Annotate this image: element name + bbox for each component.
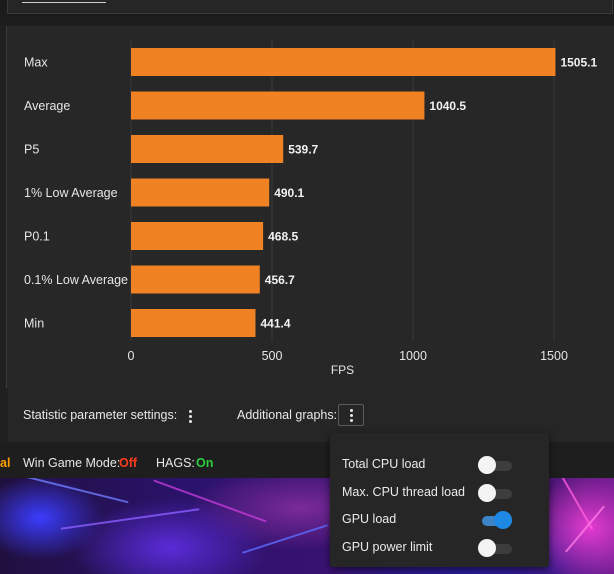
max-cpu-thread-load-toggle[interactable]	[478, 484, 512, 502]
popup-item-label: GPU power limit	[342, 540, 433, 554]
category-label: P0.1	[24, 230, 50, 244]
popup-item-gpu-load[interactable]: GPU load	[342, 507, 542, 531]
bar	[131, 222, 264, 250]
category-label: Max	[24, 56, 48, 70]
value-label: 456.7	[265, 273, 295, 287]
value-label: 468.5	[268, 230, 298, 244]
total-cpu-load-toggle[interactable]	[478, 456, 512, 474]
value-label: 490.1	[274, 186, 304, 200]
popup-item-total-cpu-load[interactable]: Total CPU load	[342, 452, 542, 476]
category-label: Average	[24, 99, 70, 113]
x-tick-label: 0	[128, 349, 135, 363]
popup-item-label: GPU load	[342, 512, 397, 526]
category-label: 1% Low Average	[24, 186, 118, 200]
value-label: 441.4	[260, 317, 290, 331]
bar	[131, 91, 425, 120]
statistic-settings-menu-button[interactable]	[183, 406, 197, 426]
kebab-vertical-icon	[188, 409, 192, 413]
bar	[131, 48, 556, 76]
category-label: Min	[24, 317, 44, 331]
gpu-load-toggle[interactable]	[478, 511, 512, 529]
category-label: 0.1% Low Average	[24, 273, 128, 287]
status-clipped-text: al	[0, 456, 11, 470]
value-label: 1505.1	[560, 56, 597, 70]
x-tick-label: 1500	[540, 349, 568, 363]
top-gap	[0, 16, 614, 26]
additional-graphs-popup: Total CPU load Max. CPU thread load GPU …	[330, 433, 549, 567]
additional-graphs-menu-button[interactable]	[338, 404, 364, 426]
statistic-settings-label: Statistic parameter settings:	[23, 408, 178, 422]
top-tab[interactable]	[7, 0, 613, 14]
gpu-power-limit-toggle[interactable]	[478, 539, 512, 557]
popup-item-label: Total CPU load	[342, 457, 426, 471]
chart-panel: 0 500 1000 1500 Max 1505.1 Average 1040.5 P5 539.…	[6, 26, 614, 388]
popup-item-max-cpu-thread-load[interactable]: Max. CPU thread load	[342, 480, 542, 504]
bar	[131, 265, 260, 294]
bar	[131, 178, 270, 207]
hags-value: On	[196, 456, 214, 470]
fps-bar-chart: 0 500 1000 1500 Max 1505.1 Average 1040.5 P5 539.…	[24, 40, 597, 377]
x-axis-label: FPS	[331, 363, 354, 377]
bar	[131, 135, 284, 163]
x-tick-label: 500	[262, 349, 283, 363]
x-tick-label: 1000	[399, 349, 427, 363]
top-tab-underline	[22, 2, 106, 3]
popup-item-label: Max. CPU thread load	[342, 485, 465, 499]
win-game-mode-value: Off	[119, 456, 138, 470]
bar	[131, 309, 256, 337]
value-label: 1040.5	[429, 99, 466, 113]
kebab-vertical-icon	[349, 408, 353, 412]
win-game-mode-label: Win Game Mode:	[23, 456, 121, 470]
category-label: P5	[24, 143, 39, 157]
additional-graphs-label: Additional graphs:	[237, 408, 338, 422]
hags-label: HAGS:	[156, 456, 195, 470]
popup-item-gpu-power-limit[interactable]: GPU power limit	[342, 535, 542, 559]
value-label: 539.7	[288, 143, 318, 157]
